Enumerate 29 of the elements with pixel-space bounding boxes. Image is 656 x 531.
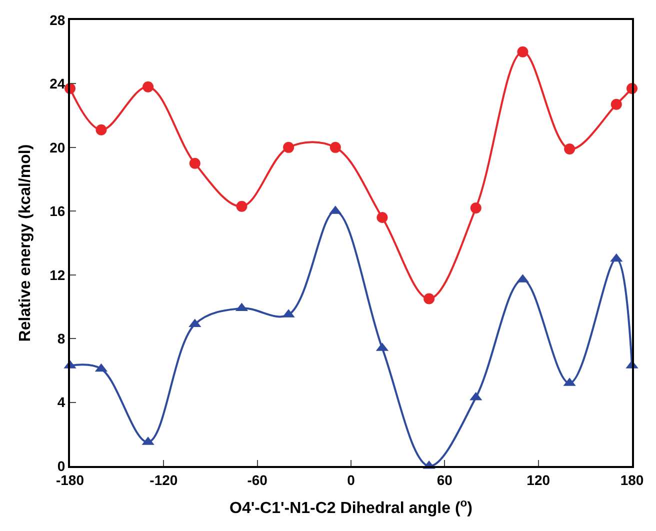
- y-tick-label: 28: [50, 12, 66, 28]
- point: [330, 142, 341, 153]
- y-tick-label: 24: [50, 76, 66, 92]
- point: [142, 81, 154, 92]
- point: [283, 142, 294, 153]
- point: [424, 293, 435, 304]
- x-tick-label: 60: [436, 472, 453, 488]
- y-tick-label: 8: [57, 330, 66, 346]
- point: [96, 124, 107, 136]
- x-tick-label: 180: [620, 472, 644, 488]
- point: [236, 200, 248, 212]
- y-tick-label: 20: [50, 139, 66, 156]
- x-tick-label: -180: [56, 472, 84, 488]
- y-axis-title: Relative energy (kcal/mol): [17, 144, 34, 342]
- x-tick-label: 0: [347, 472, 356, 488]
- point: [376, 212, 388, 224]
- x-tick-label: 120: [526, 472, 550, 488]
- y-tick-label: 16: [50, 203, 66, 220]
- x-axis-title: O4'-C1'-N1-C2 Dihedral angle ($^{o}$): [230, 497, 472, 517]
- y-tick-label: 4: [57, 394, 66, 410]
- y-tick-label: 12: [50, 266, 66, 283]
- point: [470, 202, 482, 214]
- point: [564, 144, 576, 155]
- y-tick-label: 0: [57, 458, 66, 474]
- point: [189, 158, 200, 169]
- point: [517, 46, 528, 58]
- point: [610, 98, 622, 110]
- x-tick-label: -120: [150, 472, 178, 488]
- x-tick-label: -60: [247, 472, 268, 488]
